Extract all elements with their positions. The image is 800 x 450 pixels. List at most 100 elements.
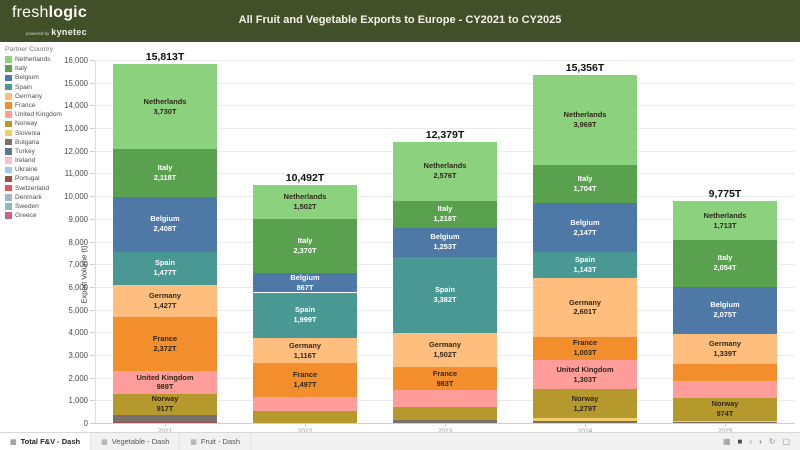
segment-netherlands-2023[interactable]: Netherlands 2,576T [393,142,497,201]
legend-item-ukraine[interactable]: Ukraine [5,166,93,173]
segment-value-label: 1,477T [153,268,177,278]
segment-france-2024[interactable]: France 1,003T [533,336,637,360]
segment-italy-2023[interactable]: Italy 1,218T [393,200,497,229]
legend-item-slovenia[interactable]: Slovenia [5,130,93,137]
legend-item-greece[interactable]: Greece [5,212,93,219]
segment-france-2021[interactable]: France 2,372T [113,317,217,372]
tab-label: Vegetable - Dash [111,437,170,446]
segment-value-label: 2,118T [153,172,177,182]
legend-swatch-france [5,102,12,109]
legend-title: Partner Country [5,46,53,53]
gridline [95,128,795,130]
segment-united-kingdom-2021[interactable]: United Kingdom 989T [113,371,217,394]
segment-norway-2021[interactable]: Norway 917T [113,393,217,415]
next-sheet-icon[interactable]: › [759,436,762,446]
tab-fruit-dash[interactable]: ▦ Fruit - Dash [180,433,252,450]
segment-country-label: France [432,368,458,378]
segment-value-label: 2,370T [293,245,317,255]
legend-item-spain[interactable]: Spain [5,84,93,91]
legend-item-ireland[interactable]: Ireland [5,157,93,164]
segment-italy-2025[interactable]: Italy 2,054T [673,240,777,287]
legend-item-italy[interactable]: Italy [5,65,93,72]
tile-view-icon[interactable]: ■ [737,436,743,446]
segment-country-label: Germany [568,297,602,307]
legend-item-norway[interactable]: Norway [5,120,93,127]
tab-vegetable-dash[interactable]: ▦ Vegetable - Dash [91,433,181,450]
sheet-icon: ▦ [10,438,17,446]
segment-netherlands-2021[interactable]: Netherlands 3,730T [113,64,217,149]
segment-italy-2021[interactable]: Italy 2,118T [113,148,217,197]
segment-norway-2024[interactable]: Norway 1,279T [533,389,637,419]
segment-value-label: 1,713T [713,220,737,230]
refresh-icon[interactable]: ↻ [768,436,776,446]
segment-norway-2022[interactable] [253,410,357,423]
segment-value-label: 1,704T [573,184,597,193]
segment-bulgaria-2024[interactable] [533,421,637,423]
segment-germany-2022[interactable]: Germany 1,116T [253,337,357,364]
segment-spain-2024[interactable]: Spain 1,143T [533,252,637,278]
segment-portugal-2021[interactable] [113,421,217,423]
page-title: All Fruit and Vegetable Exports to Europ… [238,14,562,26]
segment-united-kingdom-2025[interactable] [673,380,777,399]
segment-france-2025[interactable] [673,364,777,381]
segment-united-kingdom-2022[interactable] [253,397,357,411]
tab-total-f-v-dash[interactable]: ▦ Total F&V - Dash [0,433,92,450]
segment-france-2023[interactable]: France 983T [393,367,497,390]
segment-netherlands-2022[interactable]: Netherlands 1,502T [253,184,357,220]
prev-sheet-icon[interactable]: ‹ [749,436,753,446]
legend-item-france[interactable]: France [5,102,93,109]
segment-belgium-2025[interactable]: Belgium 2,075T [673,286,777,334]
segment-germany-2021[interactable]: Germany 1,427T [113,285,217,318]
segment-netherlands-2024[interactable]: Netherlands 3,969T [533,74,637,165]
segment-norway-2023[interactable] [393,406,497,421]
legend-item-denmark[interactable]: Denmark [5,194,93,201]
segment-country-label: Germany [708,338,742,348]
segment-germany-2025[interactable]: Germany 1,339T [673,333,777,365]
legend-item-sweden[interactable]: Sweden [5,203,93,210]
segment-bulgaria-2021[interactable] [113,414,217,422]
y-tick-mark [90,105,95,107]
segment-italy-2024[interactable]: Italy 1,704T [533,164,637,204]
segment-country-label: Norway [151,394,179,404]
segment-italy-2022[interactable]: Italy 2,370T [253,219,357,273]
legend-item-portugal[interactable]: Portugal [5,175,93,182]
y-tick-label: 2,000 [68,373,88,383]
legend-item-switzerland[interactable]: Switzerland [5,185,93,192]
segment-netherlands-2025[interactable]: Netherlands 1,713T [673,201,777,241]
segment-spain-2022[interactable]: Spain 1,999T [253,292,357,338]
segment-spain-2023[interactable]: Spain 3,382T [393,256,497,334]
segment-united-kingdom-2023[interactable] [393,389,497,407]
segment-germany-2023[interactable]: Germany 1,502T [393,333,497,368]
legend-item-germany[interactable]: Germany [5,93,93,100]
x-tick-label-2023: 2023 [375,428,515,435]
segment-germany-2024[interactable]: Germany 2,601T [533,277,637,337]
legend-item-belgium[interactable]: Belgium [5,74,93,81]
segment-country-label: France [572,338,598,348]
segment-belgium-2023[interactable]: Belgium 1,253T [393,228,497,257]
legend-item-turkey[interactable]: Turkey [5,148,93,155]
export-icon[interactable]: ▢ [782,436,790,446]
y-tick-label: 14,000 [64,101,88,111]
grid-view-icon[interactable]: ▦ [722,436,731,446]
y-axis-label: Export Volume (t) [79,245,89,304]
segment-value-label: 1,279T [573,403,597,413]
segment-belgium-2021[interactable]: Belgium 2,408T [113,196,217,252]
legend-item-bulgaria[interactable]: Bulgaria [5,139,93,146]
segment-spain-2021[interactable]: Spain 1,477T [113,251,217,286]
segment-bulgaria-2025[interactable] [673,421,777,423]
segment-slovenia-2025[interactable] [673,420,777,422]
segment-bulgaria-2023[interactable] [393,420,497,423]
segment-slovenia-2024[interactable] [533,418,637,422]
segment-country-label: Spain [574,255,596,265]
x-tick-mark [305,423,306,427]
segment-norway-2025[interactable]: Norway 974T [673,398,777,421]
segment-belgium-2024[interactable]: Belgium 2,147T [533,203,637,253]
logo-wordmark: freshlogic [12,5,87,21]
legend-item-united-kingdom[interactable]: United Kingdom [5,111,93,118]
legend-item-netherlands[interactable]: Netherlands [5,56,93,63]
segment-united-kingdom-2024[interactable]: United Kingdom 1,303T [533,359,637,390]
segment-belgium-2022[interactable]: Belgium 867T [253,272,357,293]
segment-country-label: Belgium [710,300,740,310]
segment-value-label: 1,502T [293,202,317,212]
segment-france-2022[interactable]: France 1,497T [253,363,357,398]
